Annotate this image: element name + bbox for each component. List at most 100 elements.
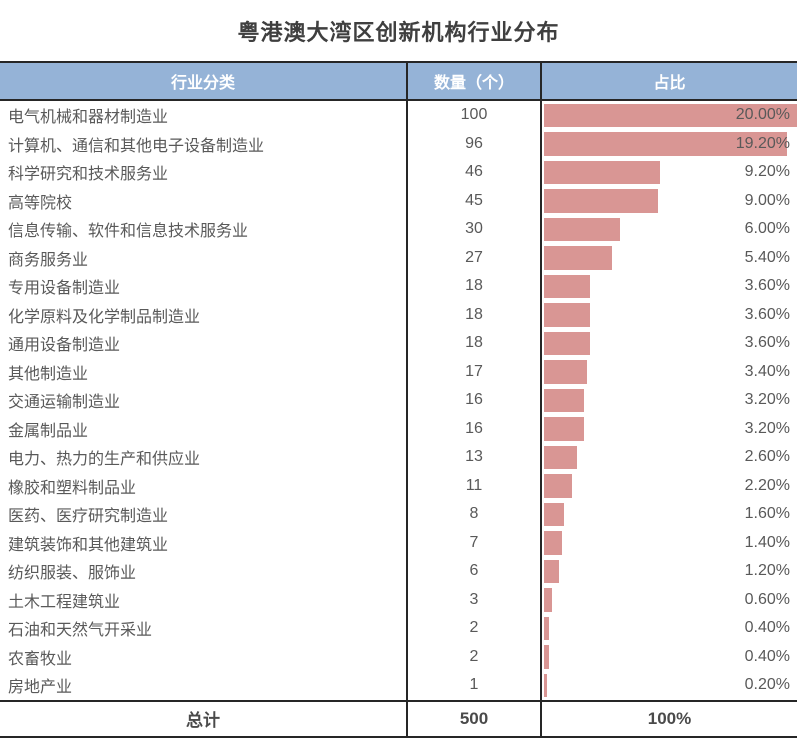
count-value: 17 [408,357,542,386]
count-value: 100 [408,101,542,130]
share-value: 9.00% [744,191,790,209]
share-bar [544,303,590,327]
share-cell: 9.20% [542,158,797,187]
share-value: 2.60% [744,448,790,466]
share-value: 1.20% [744,562,790,580]
column-header-count: 数量（个） [408,63,542,99]
table-row: 房地产业 1 0.20% [0,671,797,700]
table-row: 纺织服装、服饰业 6 1.20% [0,557,797,586]
industry-label: 电力、热力的生产和供应业 [0,443,408,472]
share-bar [544,645,550,669]
count-value: 27 [408,243,542,272]
table-row: 金属制品业 16 3.20% [0,414,797,444]
share-bar [544,388,585,412]
table-row: 商务服务业 27 5.40% [0,243,797,273]
count-value: 46 [408,158,542,187]
share-cell: 20.00% [542,101,797,130]
count-value: 16 [408,386,542,415]
count-value: 96 [408,129,542,158]
industry-label: 建筑装饰和其他建筑业 [0,528,408,557]
share-value: 1.40% [744,533,790,551]
count-value: 7 [408,528,542,557]
share-cell: 0.40% [542,643,797,672]
industry-label: 医药、医疗研究制造业 [0,500,408,529]
industry-label: 高等院校 [0,186,408,215]
industry-label: 纺织服装、服饰业 [0,557,408,586]
share-value: 0.40% [744,619,790,637]
share-value: 6.00% [744,220,790,238]
industry-label: 通用设备制造业 [0,329,408,358]
industry-label: 金属制品业 [0,414,408,443]
table-row: 石油和天然气开采业 2 0.40% [0,614,797,643]
share-cell: 2.20% [542,472,797,501]
table-row: 建筑装饰和其他建筑业 7 1.40% [0,528,797,558]
industry-label: 其他制造业 [0,357,408,386]
count-value: 18 [408,272,542,301]
count-value: 11 [408,471,542,500]
table-row: 土木工程建筑业 3 0.60% [0,585,797,615]
table-row: 电力、热力的生产和供应业 13 2.60% [0,443,797,472]
table-row: 通用设备制造业 18 3.60% [0,329,797,358]
count-value: 2 [408,614,542,643]
share-cell: 3.20% [542,386,797,415]
share-value: 20.00% [735,106,790,124]
count-value: 6 [408,557,542,586]
share-value: 0.60% [744,590,790,608]
industry-label: 商务服务业 [0,243,408,272]
share-cell: 19.20% [542,130,797,159]
table-body: 电气机械和器材制造业 100 20.00% 计算机、通信和其他电子设备制造业 9… [0,101,797,700]
count-value: 3 [408,585,542,614]
share-bar [544,559,560,583]
share-bar [544,474,572,498]
share-cell: 3.60% [542,272,797,301]
industry-label: 科学研究和技术服务业 [0,158,408,187]
count-value: 18 [408,329,542,358]
share-cell: 1.60% [542,500,797,529]
share-bar [544,132,787,156]
share-bar [544,217,620,241]
table-row: 医药、医疗研究制造业 8 1.60% [0,500,797,529]
count-value: 2 [408,642,542,671]
share-bar [544,189,658,213]
table-row: 其他制造业 17 3.40% [0,357,797,387]
industry-label: 计算机、通信和其他电子设备制造业 [0,129,408,158]
share-bar [544,673,547,697]
count-value: 45 [408,186,542,215]
table-row: 橡胶和塑料制品业 11 2.20% [0,471,797,501]
share-cell: 3.40% [542,358,797,387]
share-bar [544,274,590,298]
share-bar [544,531,562,555]
share-bar [544,360,587,384]
industry-label: 化学原料及化学制品制造业 [0,300,408,329]
table-row: 计算机、通信和其他电子设备制造业 96 19.20% [0,129,797,159]
share-bar [544,160,661,184]
table-row: 专用设备制造业 18 3.60% [0,272,797,301]
share-bar [544,103,797,127]
share-bar [544,445,577,469]
share-value: 0.20% [744,676,790,694]
industry-label: 农畜牧业 [0,642,408,671]
count-value: 13 [408,443,542,472]
share-bar [544,616,550,640]
industry-label: 土木工程建筑业 [0,585,408,614]
column-header-share: 占比 [653,75,686,92]
table-row: 科学研究和技术服务业 46 9.20% [0,158,797,187]
industry-label: 交通运输制造业 [0,386,408,415]
share-bar [544,502,565,526]
share-value: 3.60% [744,277,790,295]
industry-label: 石油和天然气开采业 [0,614,408,643]
share-cell: 3.60% [542,329,797,358]
share-value: 3.60% [744,334,790,352]
table-row: 交通运输制造业 16 3.20% [0,386,797,415]
share-cell: 3.20% [542,415,797,444]
share-cell: 2.60% [542,443,797,472]
column-header-industry: 行业分类 [0,63,408,99]
total-label: 总计 [0,701,408,736]
total-count: 500 [408,701,542,736]
share-cell: 1.40% [542,529,797,558]
count-value: 1 [408,671,542,700]
share-cell: 0.60% [542,586,797,615]
share-cell: 5.40% [542,244,797,273]
table-row: 信息传输、软件和信息技术服务业 30 6.00% [0,215,797,244]
industry-label: 橡胶和塑料制品业 [0,471,408,500]
